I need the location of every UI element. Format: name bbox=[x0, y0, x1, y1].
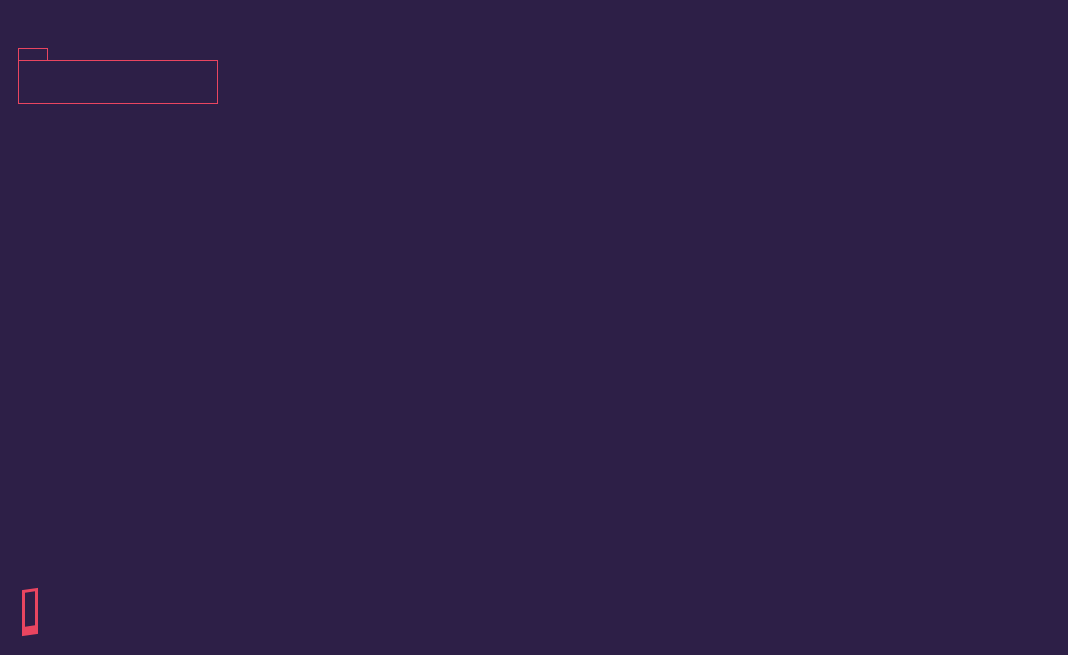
wpt-logo bbox=[22, 589, 50, 635]
title-tab bbox=[18, 48, 48, 60]
title-box bbox=[18, 60, 218, 104]
logo-mark-icon bbox=[22, 589, 42, 635]
